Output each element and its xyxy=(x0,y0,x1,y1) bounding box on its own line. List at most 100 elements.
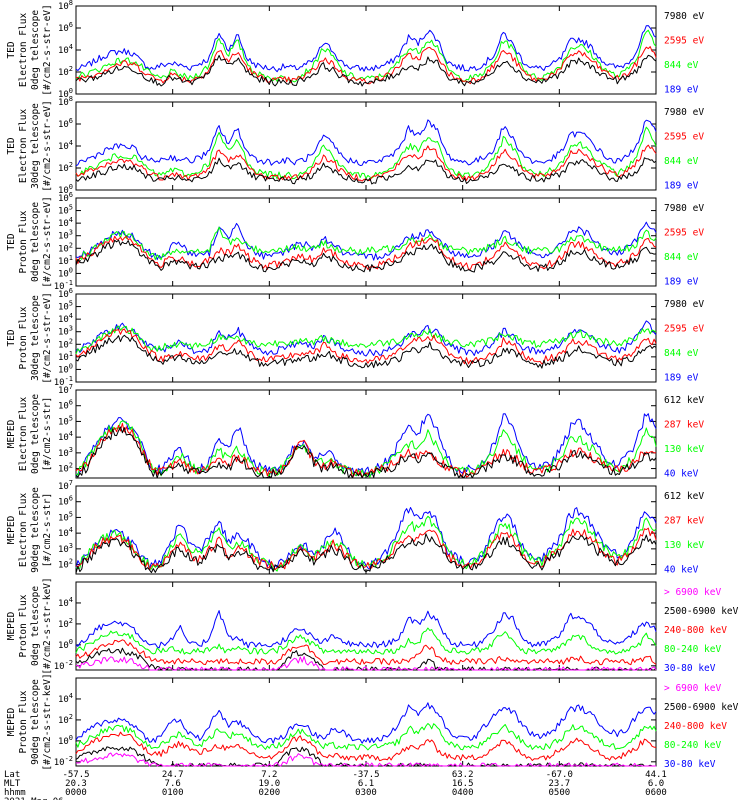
series-line xyxy=(75,54,657,87)
x-tick-label-lat: 24.7 xyxy=(162,770,184,780)
legend-entry: 287 keV xyxy=(664,420,704,431)
series-line xyxy=(75,29,657,83)
y-tick-label: 106 xyxy=(58,117,73,130)
legend-entry: 2595 eV xyxy=(664,228,704,239)
y-tick-label: 103 xyxy=(58,229,73,242)
x-tick-label-lat: -67.0 xyxy=(546,770,573,780)
legend-entry: 844 eV xyxy=(664,156,699,167)
y-axis-label-line: TED xyxy=(6,41,17,58)
y-tick-label: 104 xyxy=(58,692,73,705)
x-axis-row-label: Lat xyxy=(4,770,20,780)
legend-entry: 612 keV xyxy=(664,395,704,406)
y-axis-label-line: Electron Flux xyxy=(18,109,29,184)
y-axis-label-line: [#/cm2-s-str-eV] xyxy=(42,4,53,96)
series-line xyxy=(75,656,657,671)
legend-entry: 189 eV xyxy=(664,373,699,384)
legend-entry: 189 eV xyxy=(664,85,699,96)
y-tick-label: 106 xyxy=(58,287,73,300)
series-line xyxy=(75,515,657,572)
panel-frame xyxy=(75,293,657,383)
x-tick-label-hhmm: 0300 xyxy=(355,788,377,798)
series-line xyxy=(75,702,657,744)
y-axis-label-line: [#/cm2-s-str-keV] xyxy=(42,673,53,770)
y-tick-label: 105 xyxy=(58,414,73,427)
series-line xyxy=(75,328,657,365)
y-tick-label: 102 xyxy=(58,337,73,350)
y-axis-label-line: Electron Flux xyxy=(18,397,29,472)
y-tick-label: 104 xyxy=(58,43,73,56)
y-tick-label: 104 xyxy=(58,596,73,609)
legend-entry: 2595 eV xyxy=(664,324,704,335)
series-line xyxy=(75,420,657,478)
legend-entry: 2500-6900 keV xyxy=(664,606,739,617)
y-axis-label-line: 30deg telescope xyxy=(30,295,41,381)
legend-entry: 612 keV xyxy=(664,491,704,502)
y-tick-label: 101 xyxy=(58,254,73,267)
panel-frame xyxy=(75,581,657,671)
y-tick-label: 103 xyxy=(58,446,73,459)
legend-entry: > 6900 keV xyxy=(664,587,721,598)
legend-entry: 240-800 keV xyxy=(664,721,727,732)
y-tick-label: 102 xyxy=(58,558,73,571)
legend-entry: 130 keV xyxy=(664,444,704,455)
y-tick-label: 108 xyxy=(58,0,73,12)
x-axis-row-label: hhmm xyxy=(4,788,26,798)
x-tick-label-lat: 44.1 xyxy=(645,770,667,780)
legend-entry: 7980 eV xyxy=(664,11,704,22)
legend-entry: 2595 eV xyxy=(664,132,704,143)
series-line xyxy=(75,426,657,479)
series-line xyxy=(75,157,657,185)
x-tick-label-hhmm: 0100 xyxy=(162,788,184,798)
legend-entry: 189 eV xyxy=(664,181,699,192)
y-tick-label: 106 xyxy=(58,399,73,412)
y-tick-label: 104 xyxy=(58,139,73,152)
series-line xyxy=(75,627,657,655)
y-tick-label: 106 xyxy=(58,191,73,204)
legend-entry: 30-80 keV xyxy=(664,663,716,674)
y-axis-label-line: 90deg telescope xyxy=(30,679,41,765)
series-line xyxy=(75,527,657,571)
legend-entry: 2500-6900 keV xyxy=(664,702,739,713)
y-tick-label: 107 xyxy=(58,383,73,396)
x-tick-label-mlt: 7.6 xyxy=(165,779,181,789)
legend-entry: 130 keV xyxy=(664,540,704,551)
y-axis-label-line: [#/cm2-s-str-eV] xyxy=(42,100,53,192)
series-line xyxy=(75,46,657,85)
panel-4: 102 103 104 105 106 107 MEPED Electron Flux 0deg… xyxy=(6,383,704,480)
y-axis-label-line: [#/cm2-s-str] xyxy=(42,397,53,471)
series-line xyxy=(75,610,657,649)
panel-1: 100 102 104 106 108 TED Electron Flux 30deg tel… xyxy=(6,95,704,196)
x-tick-label-lat: -37.5 xyxy=(352,770,379,780)
x-tick-label-hhmm: 0000 xyxy=(65,788,87,798)
x-tick-label-mlt: 16.5 xyxy=(452,779,474,789)
legend-entry: 80-240 keV xyxy=(664,740,721,751)
y-tick-label: 105 xyxy=(58,204,73,217)
x-tick-label-mlt: 20.3 xyxy=(65,779,87,789)
y-axis-label-line: 0deg telescope xyxy=(30,394,41,474)
y-axis-label-line: [#/cm2-s-str] xyxy=(42,493,53,567)
y-axis-label-line: [#/cm2-s-str-keV] xyxy=(42,577,53,674)
y-axis-label-line: TED xyxy=(6,137,17,154)
y-tick-label: 100 xyxy=(58,638,73,651)
y-tick-label: 106 xyxy=(58,495,73,508)
x-tick-label-lat: 63.2 xyxy=(452,770,474,780)
y-axis-label-line: Proton Flux xyxy=(18,594,29,657)
legend-entry: 844 eV xyxy=(664,348,699,359)
x-tick-label-hhmm: 0500 xyxy=(548,788,570,798)
panel-0: 100 102 104 106 108 TED Electron Flux 0deg tele… xyxy=(6,0,704,100)
legend-entry: 7980 eV xyxy=(664,299,704,310)
y-axis-label-line: 0deg telescope xyxy=(30,10,41,90)
y-tick-label: 102 xyxy=(58,65,73,78)
legend-entry: 40 keV xyxy=(664,469,699,480)
y-tick-label: 100 xyxy=(58,183,73,196)
legend-entry: 30-80 keV xyxy=(664,759,716,770)
y-tick-label: 102 xyxy=(58,462,73,475)
date-label: 2021 Mar 06 xyxy=(4,797,64,800)
x-tick-label-lat: 7.2 xyxy=(261,770,277,780)
series-line xyxy=(75,533,657,574)
series-line xyxy=(75,119,657,167)
y-tick-label: 105 xyxy=(58,510,73,523)
y-axis-label-line: 0deg telescope xyxy=(30,586,41,666)
